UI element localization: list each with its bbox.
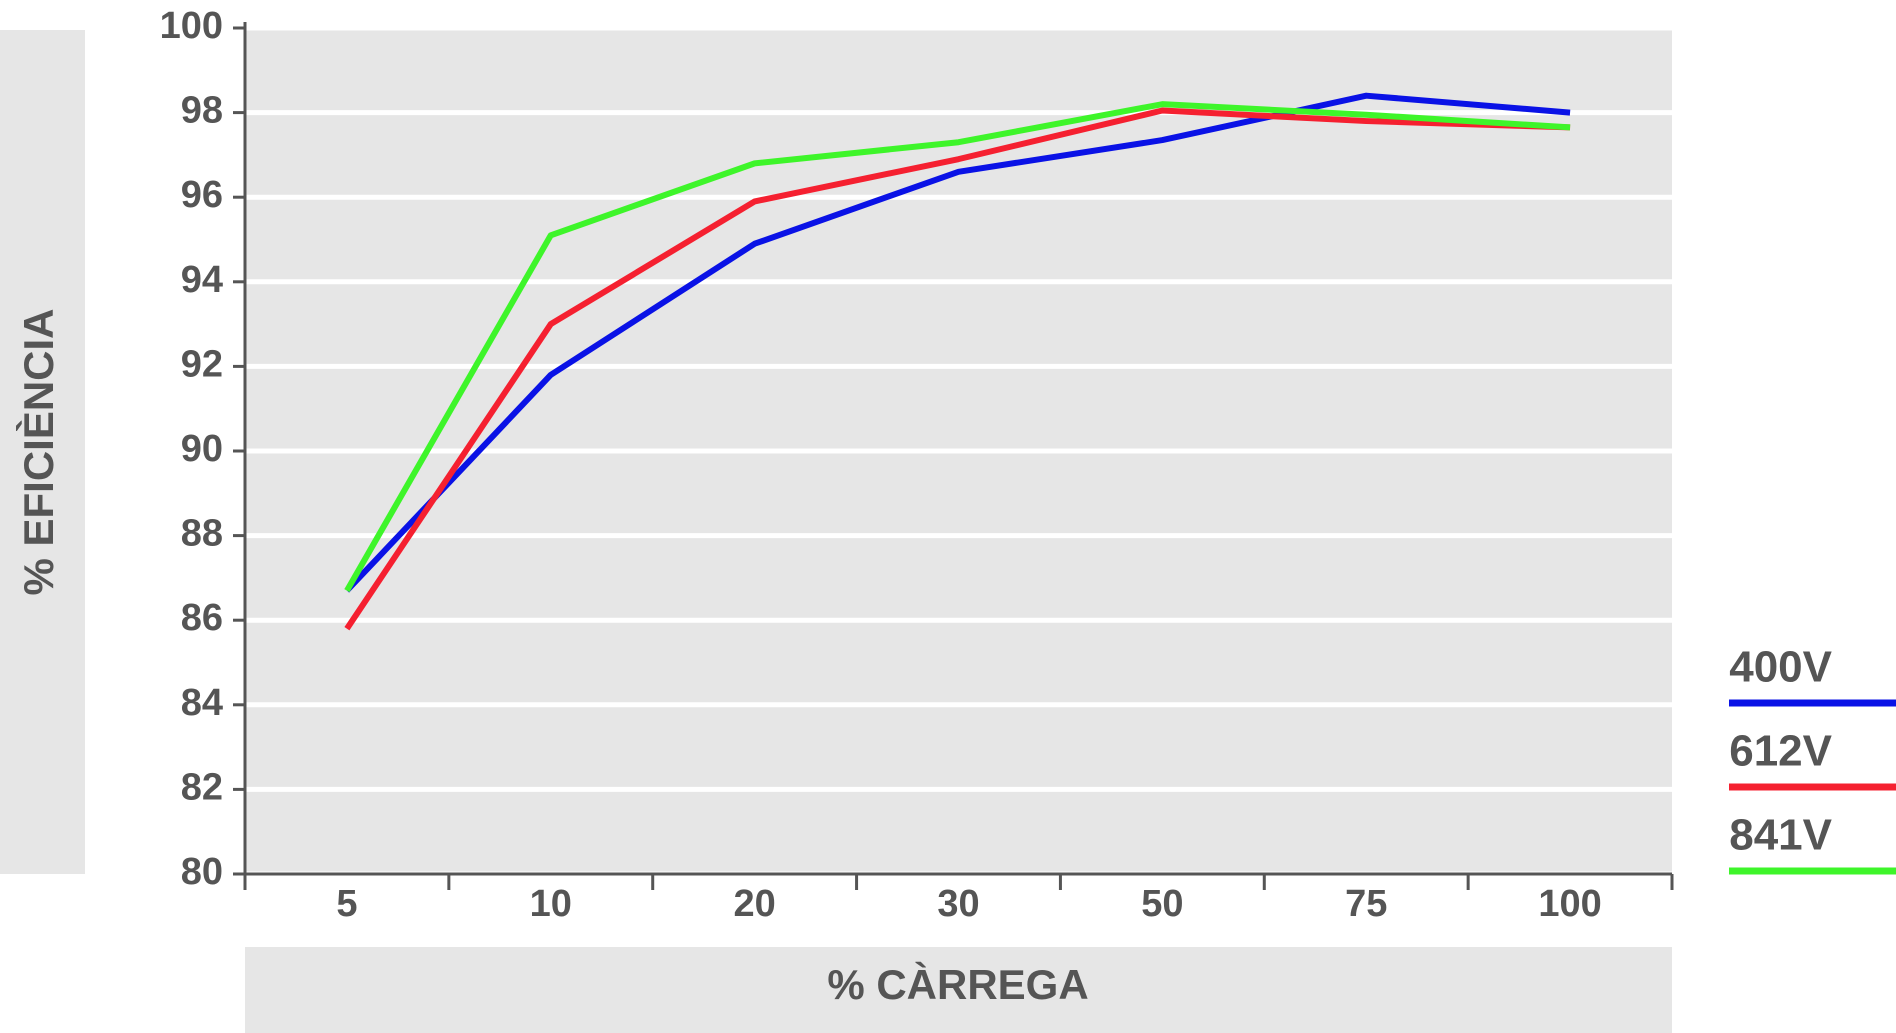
y-tick-label: 80 [181, 851, 223, 893]
y-tick-label: 98 [181, 90, 223, 132]
y-tick-label: 96 [181, 174, 223, 216]
legend-label: 612V [1729, 727, 1832, 776]
y-title-box [0, 30, 85, 874]
x-tick-label: 50 [1141, 883, 1183, 925]
y-tick-label: 82 [181, 766, 223, 808]
legend-label: 400V [1729, 643, 1832, 692]
series-line [344, 101, 1571, 593]
x-tick-label: 100 [1538, 883, 1601, 925]
y-tick-label: 88 [181, 513, 223, 555]
x-axis-title: % CÀRREGA [827, 961, 1088, 1008]
series-line [344, 92, 1571, 593]
x-tick-label: 10 [530, 883, 572, 925]
y-tick-label: 100 [160, 5, 223, 47]
x-tick-label: 20 [734, 883, 776, 925]
y-axis-title: % EFICIÈNCIA [15, 308, 62, 595]
x-tick-label: 75 [1345, 883, 1387, 925]
y-tick-label: 84 [181, 682, 223, 724]
x-tick-label: 5 [336, 883, 357, 925]
y-tick-label: 90 [181, 428, 223, 470]
legend-label: 841V [1729, 811, 1832, 860]
y-tick-label: 92 [181, 343, 223, 385]
y-tick-label: 86 [181, 597, 223, 639]
y-tick-label: 94 [181, 259, 223, 301]
x-tick-label: 30 [937, 883, 979, 925]
x-title-box [245, 947, 1672, 1033]
series-line [344, 107, 1571, 631]
